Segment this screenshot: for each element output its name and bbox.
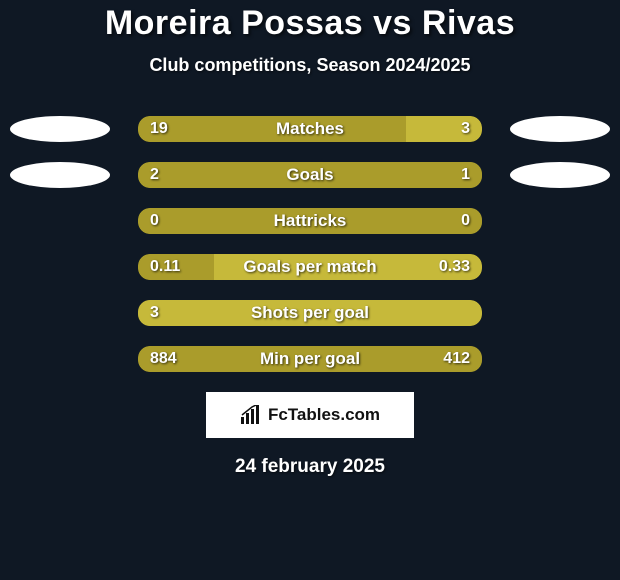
stat-bar: Hattricks (138, 208, 482, 234)
date-label: 24 february 2025 (0, 456, 620, 478)
player-left-oval (10, 162, 110, 188)
bar-fill-left (138, 116, 406, 142)
bar-fill-left (138, 208, 482, 234)
bar-fill-right (214, 254, 482, 280)
bar-fill-left (138, 254, 214, 280)
player-left-oval (10, 116, 110, 142)
page-subtitle: Club competitions, Season 2024/2025 (0, 55, 620, 76)
stat-row: Goals21 (0, 162, 620, 188)
stat-bar: Goals per match (138, 254, 482, 280)
bar-fill-left (138, 346, 482, 372)
chart-icon (240, 405, 262, 425)
stat-rows: Matches193 Goals21 Hattricks00 Goals per ma… (0, 116, 620, 372)
bar-fill-right (138, 300, 482, 326)
brand-badge: FcTables.com (206, 392, 414, 438)
bar-fill-left (138, 162, 482, 188)
player-right-oval (510, 116, 610, 142)
stat-bar: Matches (138, 116, 482, 142)
stat-row: Goals per match0.110.33 (0, 254, 620, 280)
stat-bar: Shots per goal (138, 300, 482, 326)
comparison-infographic: Moreira Possas vs Rivas Club competition… (0, 0, 620, 580)
stat-row: Min per goal884412 (0, 346, 620, 372)
stat-row: Hattricks00 (0, 208, 620, 234)
stat-row: Matches193 (0, 116, 620, 142)
page-title: Moreira Possas vs Rivas (0, 4, 620, 43)
brand-text: FcTables.com (268, 405, 380, 425)
bar-fill-right (406, 116, 482, 142)
stat-bar: Min per goal (138, 346, 482, 372)
stat-bar: Goals (138, 162, 482, 188)
player-right-oval (510, 162, 610, 188)
stat-row: Shots per goal3 (0, 300, 620, 326)
